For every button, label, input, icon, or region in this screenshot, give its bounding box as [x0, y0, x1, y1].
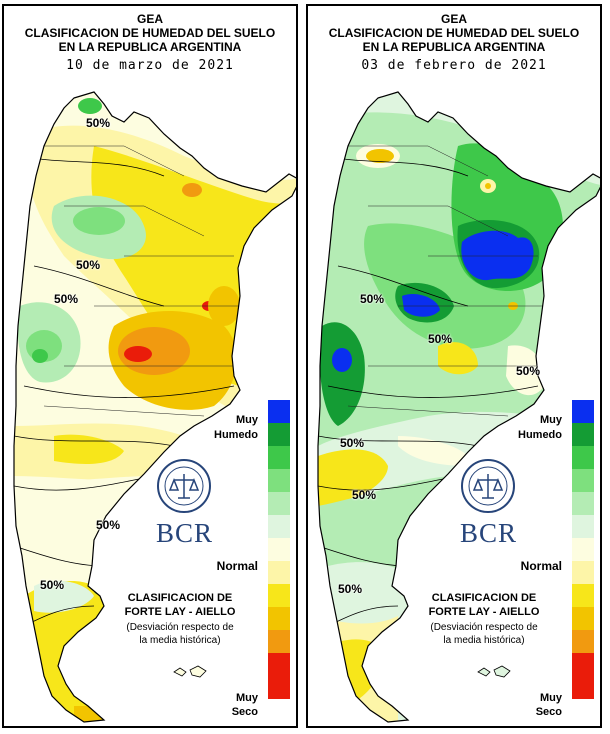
- isoline-label: 50%: [340, 436, 365, 450]
- panel-org: GEA: [136, 12, 163, 26]
- isoline-label: 50%: [76, 258, 101, 272]
- classification-method: FORTE LAY - AIELLO: [124, 606, 236, 618]
- panel-date: 03 de febrero de 2021: [361, 58, 547, 73]
- legend-muy-seco-1: Muy: [236, 692, 258, 704]
- classification-note-2: la media histórica): [443, 635, 525, 646]
- classification-title: CLASIFICACION DE: [431, 592, 537, 604]
- moisture-color-scale: [268, 400, 290, 699]
- moisture-color-scale: [572, 400, 594, 699]
- legend-normal: Normal: [520, 559, 562, 573]
- isoline-label: 50%: [96, 518, 121, 532]
- map-panel-march: GEA CLASIFICACION DE HUMEDAD DEL SUELO E…: [2, 4, 298, 728]
- legend-muy-seco-2: Muy: [540, 692, 562, 704]
- map-panel-february: GEA CLASIFICACION DE HUMEDAD DEL SUELO E…: [306, 4, 602, 728]
- isoline-label: 50%: [352, 488, 377, 502]
- bcr-seal-icon: [460, 458, 516, 519]
- legend-normal: Normal: [216, 559, 258, 573]
- classification-note-1: (Desviación respecto de: [126, 622, 234, 633]
- panel-title-line1: CLASIFICACION DE HUMEDAD DEL SUELO: [24, 26, 276, 40]
- panel-title-line2: EN LA REPUBLICA ARGENTINA: [362, 40, 546, 54]
- argentina-soil-moisture-map: [13, 91, 296, 723]
- isoline-label: 50%: [338, 582, 363, 596]
- panel-date: 10 de marzo de 2021: [66, 58, 234, 73]
- legend-muy-humedo-1: Muy: [236, 414, 258, 426]
- isoline-label: 50%: [54, 292, 79, 306]
- panel-title-line1: CLASIFICACION DE HUMEDAD DEL SUELO: [328, 26, 580, 40]
- isoline-label: 50%: [428, 332, 453, 346]
- bcr-logo: BCR: [460, 518, 518, 548]
- legend-muy-humedo-2: Muy: [540, 414, 562, 426]
- argentina-soil-moisture-map: [317, 91, 600, 723]
- bcr-logo: BCR: [156, 518, 214, 548]
- legend-seco: Seco: [231, 706, 258, 718]
- legend-humedo: Humedo: [518, 429, 562, 441]
- classification-note-2: la media histórica): [139, 635, 221, 646]
- isoline-label: 50%: [86, 116, 111, 130]
- malvinas-islands-icon: [477, 665, 511, 678]
- isoline-label: 50%: [40, 578, 65, 592]
- bcr-seal-icon: [156, 458, 212, 519]
- classification-note-1: (Desviación respecto de: [430, 622, 538, 633]
- legend-seco: Seco: [535, 706, 562, 718]
- malvinas-islands-icon: [173, 665, 207, 678]
- legend-humedo: Humedo: [214, 429, 258, 441]
- classification-title: CLASIFICACION DE: [127, 592, 233, 604]
- isoline-label: 50%: [360, 292, 385, 306]
- panel-title-line2: EN LA REPUBLICA ARGENTINA: [58, 40, 242, 54]
- isoline-label: 50%: [516, 364, 541, 378]
- classification-method: FORTE LAY - AIELLO: [428, 606, 540, 618]
- panel-org: GEA: [440, 12, 467, 26]
